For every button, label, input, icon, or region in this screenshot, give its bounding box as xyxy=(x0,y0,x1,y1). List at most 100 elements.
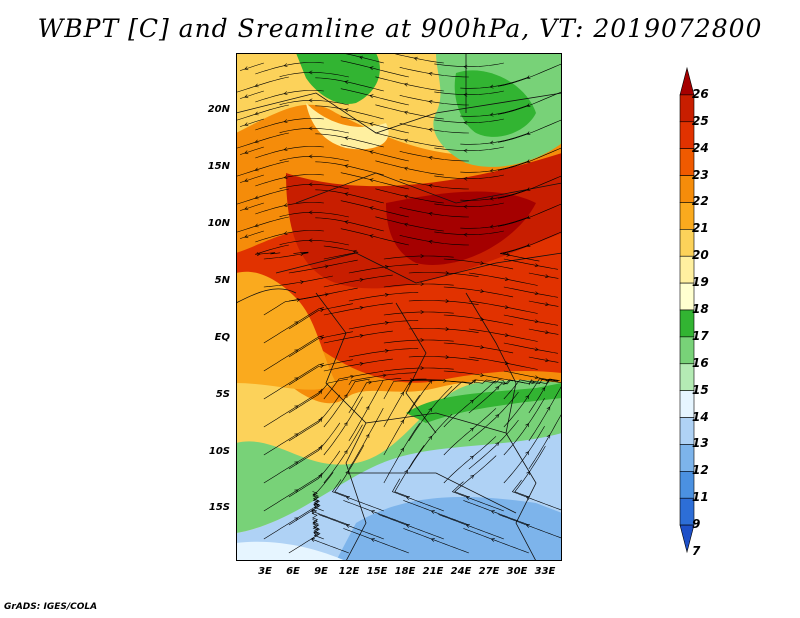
streamline-arrow xyxy=(294,489,299,494)
streamline-arrow xyxy=(403,222,408,227)
colorbar-label: 24 xyxy=(692,140,709,155)
streamline xyxy=(511,479,562,511)
streamline xyxy=(468,272,538,286)
streamline xyxy=(375,132,444,148)
streamline-arrow xyxy=(403,194,408,199)
streamline xyxy=(340,88,409,106)
streamline-arrow xyxy=(490,538,495,542)
streamline xyxy=(408,272,479,277)
streamline xyxy=(434,118,504,124)
streamline-arrow xyxy=(244,206,249,211)
streamline xyxy=(236,76,289,93)
streamline xyxy=(514,445,546,498)
streamline xyxy=(497,147,562,171)
streamline xyxy=(408,413,453,470)
streamline-arrow xyxy=(546,406,551,411)
streamline xyxy=(503,286,558,298)
colorbar-label: 13 xyxy=(692,436,709,451)
streamline xyxy=(528,272,559,279)
colorbar-label: 16 xyxy=(692,355,709,370)
streamline-arrow xyxy=(254,139,259,144)
streamline-arrow xyxy=(410,378,415,383)
streamline-arrow xyxy=(428,183,433,188)
streamline xyxy=(443,342,514,354)
colorbar-label: 7 xyxy=(692,544,701,558)
streamline-arrow xyxy=(480,289,485,293)
streamline xyxy=(315,189,384,204)
lat-label: 15N xyxy=(207,161,230,172)
streamline xyxy=(375,76,444,92)
streamline-arrow xyxy=(469,399,474,404)
streamline-arrow xyxy=(405,496,410,500)
streamline-arrow xyxy=(489,224,494,229)
streamline xyxy=(408,356,479,361)
streamline xyxy=(528,328,559,335)
lon-label: 30E xyxy=(506,566,528,577)
streamline-arrow xyxy=(445,299,450,303)
streamline-arrow xyxy=(489,196,494,201)
streamline-arrow xyxy=(343,421,348,427)
streamline-arrow xyxy=(254,223,259,228)
streamline-arrow xyxy=(308,70,313,75)
streamline-arrow xyxy=(463,148,468,153)
streamline xyxy=(263,416,323,456)
streamline-arrow xyxy=(324,264,329,269)
streamline-arrow xyxy=(428,127,433,132)
streamline xyxy=(498,514,562,539)
streamline-arrow xyxy=(545,274,550,279)
streamline-arrow xyxy=(345,496,350,500)
streamline xyxy=(503,314,558,326)
streamline-arrow xyxy=(404,469,408,474)
streamline xyxy=(288,359,353,386)
streamline-arrow xyxy=(369,94,374,99)
streamline xyxy=(500,244,540,262)
streamline xyxy=(236,216,289,233)
streamline-arrow xyxy=(480,261,485,265)
streamline xyxy=(394,53,444,64)
streamline-arrow xyxy=(300,252,305,257)
streamline xyxy=(348,372,416,386)
streamline xyxy=(528,412,562,470)
streamline xyxy=(443,286,514,298)
streamline-arrow xyxy=(359,334,364,338)
streamline xyxy=(263,251,309,260)
streamline-arrow xyxy=(400,447,404,452)
streamline-arrow xyxy=(244,122,249,127)
streamline-arrow xyxy=(490,510,495,514)
lat-label: 10S xyxy=(208,446,230,457)
streamline-arrow xyxy=(489,140,494,145)
streamline xyxy=(403,500,469,526)
streamline-arrow xyxy=(254,111,259,116)
streamline xyxy=(255,230,324,243)
streamline-arrow xyxy=(445,355,450,359)
streamline xyxy=(263,472,323,512)
streamline-arrow xyxy=(403,110,408,115)
streamline-arrow xyxy=(345,524,350,528)
streamline xyxy=(375,188,444,204)
streamline xyxy=(383,283,454,288)
streamline-arrow xyxy=(480,345,485,349)
colorbar-label: 23 xyxy=(692,167,709,182)
lon-label: 9E xyxy=(314,566,328,577)
streamline xyxy=(383,422,421,484)
streamline-arrow xyxy=(294,433,299,438)
streamline xyxy=(451,481,504,512)
streamline xyxy=(236,132,289,149)
lat-label: 20N xyxy=(207,104,230,115)
streamline xyxy=(528,384,562,442)
streamline xyxy=(468,419,519,470)
streamline-arrow xyxy=(359,278,364,282)
colorbar-label: 17 xyxy=(692,328,709,343)
streamline-arrow xyxy=(526,471,530,476)
streamline-arrow xyxy=(308,126,313,131)
streamline xyxy=(468,391,519,442)
streamline xyxy=(255,146,324,159)
streamline-arrow xyxy=(428,211,433,216)
streamline-arrow xyxy=(489,84,494,89)
streamline-arrow xyxy=(343,393,348,399)
streamline-arrow xyxy=(400,419,404,424)
streamline xyxy=(468,379,526,414)
lon-label: 24E xyxy=(450,566,472,577)
streamline-arrow xyxy=(526,75,531,80)
streamline-arrow xyxy=(463,232,468,237)
